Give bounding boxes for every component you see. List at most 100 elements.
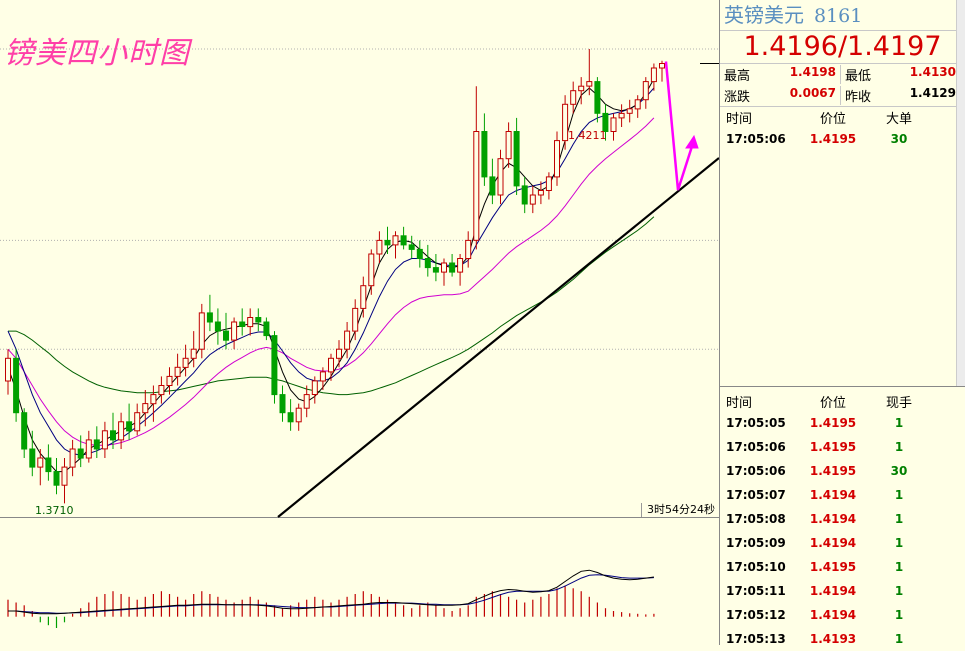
candle-up <box>37 457 44 468</box>
candle-down <box>521 185 528 205</box>
tick-row[interactable]: 17:05:09 1.4194 1 <box>720 531 965 555</box>
tick-row[interactable]: 17:05:05 1.4195 1 <box>720 411 965 435</box>
candle-up <box>570 90 577 105</box>
header-time: 时间 <box>726 395 753 411</box>
tick-volume: 1 <box>894 584 904 598</box>
header-price: 价位 <box>819 111 846 127</box>
tick-volume: 1 <box>894 608 904 622</box>
change-value: 0.0067 <box>789 86 836 100</box>
candle-down <box>239 321 246 327</box>
tick-volume: 1 <box>894 536 904 550</box>
high-label: 最高 <box>724 69 751 84</box>
candle-up <box>360 285 367 309</box>
tick-price: 1.4195 <box>809 560 857 574</box>
candle-down <box>271 335 278 396</box>
candle-up <box>505 131 512 160</box>
forecast-arrowhead <box>685 134 699 149</box>
tick-time: 17:05:08 <box>726 512 786 526</box>
candle-down <box>384 239 391 246</box>
tick-volume: 1 <box>894 512 904 526</box>
candlestick-chart[interactable]: 镑美四小时图 1.4211 1.3710 3时54分24秒 <box>0 0 719 645</box>
tick-time: 17:05:05 <box>726 416 786 430</box>
candle-up <box>166 375 173 386</box>
candle-up <box>578 85 585 92</box>
candle-up <box>352 307 359 332</box>
candle-up <box>198 312 205 350</box>
tick-row[interactable]: 17:05:13 1.4193 1 <box>720 627 965 651</box>
tick-volume: 1 <box>894 560 904 574</box>
quote-panel: 英镑美元 8161 1.4196/1.4197 最高 1.4198 最低 1.4130… <box>719 0 965 646</box>
tick-row[interactable]: 17:05:12 1.4194 1 <box>720 603 965 627</box>
candle-up <box>142 403 149 414</box>
candle-up <box>626 108 633 114</box>
tick-price: 1.4194 <box>809 584 857 598</box>
bid-ask-price: 1.4196/1.4197 <box>720 31 965 64</box>
chart-canvas[interactable] <box>0 0 719 645</box>
candle-down <box>602 112 609 133</box>
tick-row[interactable]: 17:05:06 1.4195 1 <box>720 435 965 459</box>
tick-volume: 1 <box>894 416 904 430</box>
forecast-arrow <box>664 61 696 191</box>
header-price: 价位 <box>819 395 846 411</box>
candle-down <box>126 421 133 432</box>
high-price-label: 1.4211 <box>568 129 607 142</box>
candle-up <box>586 81 593 87</box>
candle-up <box>537 190 544 196</box>
candle-down <box>53 471 60 486</box>
symbol-name: 英镑美元 <box>724 3 804 27</box>
tick-time: 17:05:06 <box>726 464 786 478</box>
tick-row[interactable]: 17:05:07 1.4194 1 <box>720 483 965 507</box>
candle-up <box>182 357 189 368</box>
tick-time: 17:05:07 <box>726 488 786 502</box>
tick-price: 1.4194 <box>809 608 857 622</box>
tick-price: 1.4195 <box>809 464 857 478</box>
candle-up <box>457 258 464 273</box>
candle-down <box>93 439 100 450</box>
candle-up <box>174 366 181 377</box>
symbol-code: 8161 <box>814 5 863 27</box>
candle-down <box>424 258 431 269</box>
candle-up <box>118 421 125 441</box>
trade-price: 1.4195 <box>809 132 857 146</box>
candle-up <box>618 112 625 119</box>
high-value: 1.4198 <box>789 65 836 79</box>
panel-scrollbar[interactable] <box>956 0 965 386</box>
low-label: 最低 <box>845 69 872 84</box>
tick-row[interactable]: 17:05:08 1.4194 1 <box>720 507 965 531</box>
tick-volume: 1 <box>894 632 904 646</box>
big-trade-row[interactable]: 17:05:06 1.4195 30 <box>720 127 965 151</box>
candle-down <box>287 412 294 423</box>
candle-down <box>255 317 262 323</box>
candle-down <box>206 312 213 323</box>
candle-down <box>481 131 488 178</box>
candle-up <box>465 239 472 259</box>
tick-volume: 1 <box>894 488 904 502</box>
candle-down <box>110 430 116 441</box>
tick-volume: 30 <box>890 464 908 478</box>
tick-row[interactable]: 17:05:11 1.4194 1 <box>720 579 965 603</box>
candle-down <box>77 448 84 459</box>
candle-up <box>545 176 552 191</box>
candle-up <box>328 357 334 373</box>
candle-up <box>659 63 665 69</box>
prev-close-label: 昨收 <box>845 90 872 105</box>
candle-up <box>134 412 141 432</box>
tick-price: 1.4194 <box>809 488 857 502</box>
candle-up <box>376 239 383 255</box>
tick-row[interactable]: 17:05:10 1.4195 1 <box>720 555 965 579</box>
tick-time: 17:05:10 <box>726 560 786 574</box>
countdown-timer: 3时54分24秒 <box>641 503 719 517</box>
candle-down <box>400 235 407 246</box>
candle-up <box>392 235 399 246</box>
candle-down <box>214 321 221 332</box>
tick-price: 1.4194 <box>809 512 857 526</box>
change-label: 涨跌 <box>724 90 751 105</box>
tick-row[interactable]: 17:05:06 1.4195 30 <box>720 459 965 483</box>
candle-up <box>497 158 504 196</box>
candle-up <box>441 262 447 273</box>
candle-up <box>247 317 254 328</box>
candle-up <box>529 194 536 205</box>
low-value: 1.4130 <box>909 65 956 79</box>
candle-up <box>150 394 157 405</box>
tick-price: 1.4194 <box>809 536 857 550</box>
